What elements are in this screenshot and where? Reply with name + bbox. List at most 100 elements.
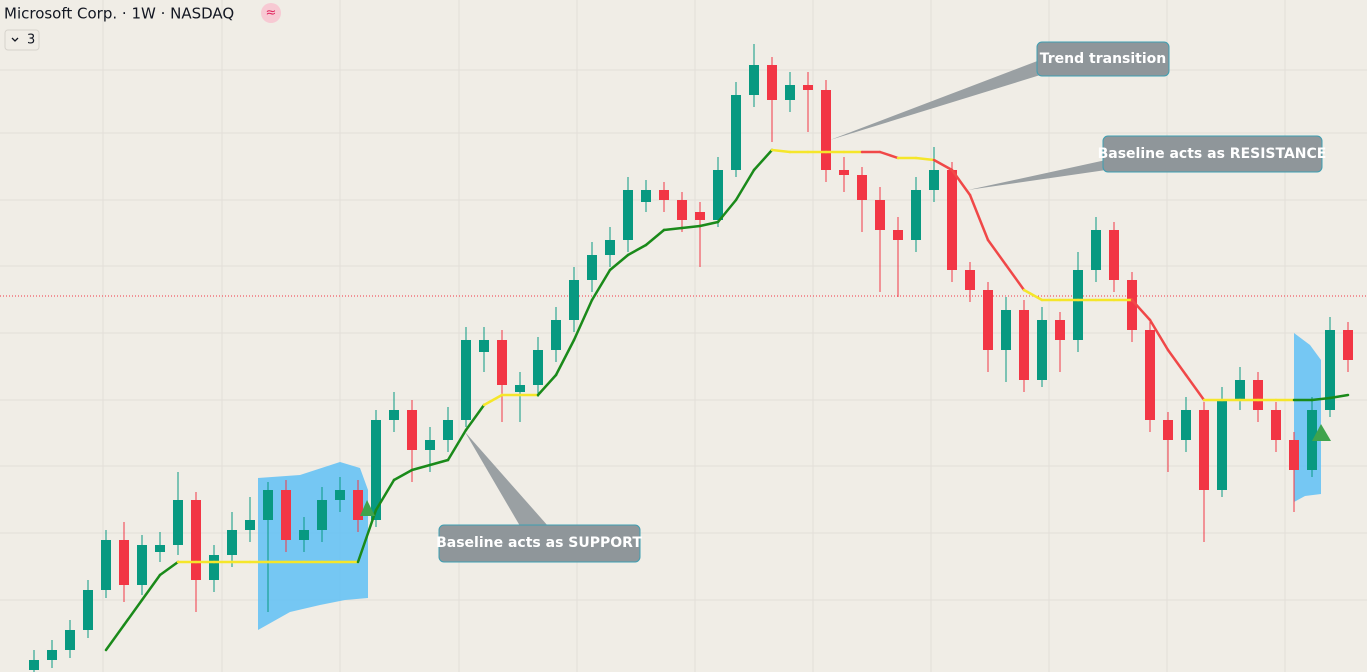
baseline-segment: [572, 298, 594, 342]
candle-body: [767, 65, 777, 100]
callout-pointer: [465, 432, 548, 526]
baseline-segment: [482, 393, 504, 407]
baseline-segment: [140, 573, 162, 602]
candle-body: [803, 85, 813, 90]
annotation-box: [1102, 135, 1323, 173]
annotation-box: [438, 524, 641, 563]
candle-body: [1343, 330, 1353, 360]
candle-body: [371, 420, 381, 520]
candle-body: [1163, 420, 1173, 440]
baseline-segment: [698, 220, 720, 228]
candle-body: [515, 385, 525, 392]
baseline-segment: [662, 226, 684, 232]
baseline-segment: [1130, 298, 1152, 322]
candle-body: [191, 500, 201, 580]
candle-body: [749, 65, 759, 95]
annotation: Trend transition: [1040, 51, 1167, 67]
candle-body: [299, 530, 309, 540]
badge-icon: ≈: [266, 6, 277, 21]
baseline-segment: [608, 253, 630, 272]
candle-body: [1109, 230, 1119, 280]
chart-title: Microsoft Corp. · 1W · NASDAQ: [4, 5, 234, 23]
candle-body: [155, 545, 165, 552]
candle-body: [353, 490, 363, 520]
candle-body: [713, 170, 723, 220]
baseline-segment: [122, 598, 144, 627]
baseline-segment: [356, 508, 378, 564]
baseline-segment: [536, 373, 558, 397]
candle-body: [983, 290, 993, 350]
candle-body: [173, 500, 183, 545]
candle-body: [875, 200, 885, 230]
candle-body: [1325, 330, 1335, 410]
baseline-segment: [374, 478, 396, 512]
candle-body: [551, 320, 561, 350]
baseline-segment: [464, 403, 486, 432]
candle-body: [965, 270, 975, 290]
candle-body: [317, 500, 327, 530]
baseline-segment: [158, 560, 180, 577]
baseline-segment: [626, 243, 648, 257]
baseline-segment: [1310, 396, 1332, 402]
candle-body: [911, 190, 921, 240]
annotation-box: [1036, 41, 1170, 77]
candle-body: [1091, 230, 1101, 270]
candle-body: [533, 350, 543, 385]
baseline-segment: [1004, 263, 1026, 292]
baseline-segment: [644, 228, 666, 247]
signal: [360, 500, 375, 516]
candle-body: [29, 660, 39, 670]
candle-body: [1289, 440, 1299, 470]
candle-body: [1253, 380, 1263, 410]
candle-body: [1271, 410, 1281, 440]
candle-body: [407, 410, 417, 450]
candle-body: [65, 630, 75, 650]
candle-body: [1055, 320, 1065, 340]
baseline-segment: [986, 238, 1008, 267]
baseline-segment: [428, 458, 450, 467]
baseline-segment: [734, 168, 756, 202]
indicator-count: 3: [27, 33, 35, 48]
baseline: [104, 148, 1350, 652]
chevron: [11, 37, 19, 42]
baseline-segment: [410, 463, 432, 472]
candle-body: [209, 555, 219, 580]
candle-body: [335, 490, 345, 500]
baseline-segment: [932, 158, 954, 172]
indicator-toggle[interactable]: [4, 29, 40, 51]
baseline-segment: [554, 338, 576, 377]
candle-body: [857, 175, 867, 200]
candle-body: [137, 545, 147, 585]
baseline-segment: [950, 168, 972, 197]
candle-body: [1181, 410, 1191, 440]
candle-body: [101, 540, 111, 590]
baseline-segment: [752, 148, 774, 172]
candle-body: [947, 170, 957, 270]
candle-body: [641, 190, 651, 202]
baseline-segment: [1166, 348, 1188, 377]
signal: [1312, 424, 1331, 441]
candle-body: [119, 540, 129, 585]
baseline-segment: [878, 150, 900, 160]
candle-body: [893, 230, 903, 240]
candle-body: [839, 170, 849, 175]
candle-body: [1307, 410, 1317, 470]
candle-body: [677, 200, 687, 220]
candle-body: [929, 170, 939, 190]
candle-body: [1199, 410, 1209, 490]
candle-body: [1145, 330, 1155, 420]
candle-body: [731, 95, 741, 170]
baseline-segment: [914, 156, 936, 162]
baseline-segment: [770, 148, 792, 154]
baseline-segment: [1328, 393, 1350, 400]
indicator-badge[interactable]: [261, 3, 281, 23]
baseline-segment: [1184, 373, 1206, 402]
callout-pointer: [830, 60, 1050, 140]
candle-body: [1073, 270, 1083, 340]
candle-body: [479, 340, 489, 352]
baseline-segment: [680, 224, 702, 230]
baseline-segment: [590, 268, 612, 302]
baseline-segment: [1148, 318, 1170, 352]
